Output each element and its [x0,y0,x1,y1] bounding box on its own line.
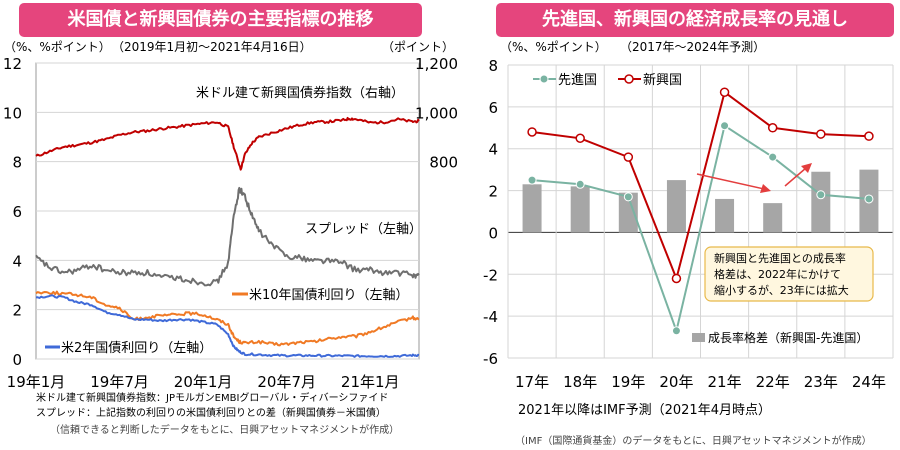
right-x-tick: 17年 [515,373,549,391]
left-x-tick: 19年1月 [7,373,66,391]
right-y-tick: -4 [483,308,498,326]
left-y-tick: 8 [12,154,22,172]
emerging-point [767,123,778,133]
left-y-tick: 2 [12,302,22,320]
right-y-tick: 4 [488,141,498,159]
gap-bar [618,192,638,233]
trend-arrow-down-head [760,184,771,193]
t10y-series-label: 米10年国債利回り（左軸） [249,288,409,303]
left-unit-label: （%、%ポイント） [4,40,111,54]
t10y-line [35,290,420,347]
left-y-tick: 6 [12,203,22,221]
index-line [35,116,420,171]
emerging-point [575,133,585,143]
gap-bar [666,180,686,233]
left-panel-header: 米国債と新興国債券の主要指標の推移 [19,3,422,37]
legend-gap-swatch [692,333,705,342]
emerging-point [623,152,634,162]
trend-arrows [696,163,812,193]
emerging-point [527,127,537,137]
callout-line-1: 新興国と先進国との成長率 [714,251,846,265]
right-source-note: （IMF（国際通貨基金）のデータをもとに、日興アセットマネジメントが作成） [515,434,872,447]
right-period-label: （2017年～2024年予測） [620,40,765,54]
t2y-line [35,294,420,358]
left-x-tick: 19年7月 [90,373,149,391]
gap-bar [763,203,783,233]
right-x-tick: 19年 [611,373,645,391]
right-x-tick: 21年 [708,373,742,391]
left-y-tick: 12 [3,55,22,73]
spread-series-label: スプレッド（左軸） [305,222,422,237]
advanced-point [527,175,537,185]
gap-bar [811,171,831,233]
index-series-label: 米ドル建て新興国債券指数（右軸） [196,85,404,101]
legend-gap-label: 成長率格差（新興国-先進国） [708,330,868,345]
right-unit-label: （%、%ポイント） [500,40,607,54]
left-y2-tick: 800 [429,154,458,172]
left-note-1: 米ドル建て新興国債券指数：JPモルガンEMBIグローバル・ディバーシファイド [36,391,388,404]
gap-bar [715,198,735,233]
left-x-tick: 21年1月 [341,373,400,391]
right-x-tick: 18年 [563,373,597,391]
emerging-point [816,129,826,139]
gap-bar [522,184,542,233]
emerging-line [531,90,869,282]
spread-line [35,186,420,287]
advanced-point [671,326,681,336]
trend-arrow-up [784,167,807,187]
right-y-tick: 0 [488,224,498,242]
callout-line-2: 格差は、2022年にかけて [714,267,841,281]
right-y-tick: -6 [483,350,498,368]
t2y-series-label: 米2年国債利回り（左軸） [61,341,212,356]
right-x-tick: 22年 [756,373,790,391]
trend-arrow-up-head [801,163,812,173]
right-x-tick: 20年 [659,373,693,391]
left-period-label: （2019年1月初～2021年4月16日） [112,40,312,54]
emerging-point [671,273,682,284]
right-y-tick: 6 [488,99,498,117]
right-y-tick: -2 [483,266,498,284]
right-panel-header: 先進国、新興国の経済成長率の見通し [496,3,894,37]
advanced-point [575,179,585,189]
left-y2-tick: 1,200 [415,55,458,73]
callout-box [704,246,874,302]
right-y-tick: 8 [488,57,498,75]
forecast-note: 2021年以降はIMF予測（2021年4月時点） [518,403,771,418]
legend-advanced: 先進国 [533,73,597,88]
left-note-2: スプレッド：上記指数の利回りの米国債利回りとの差（新興国債券－米国債） [36,406,386,419]
advanced-point [864,194,874,204]
left-source-note: （信頼できると判断したデータをもとに、日興アセットマネジメントが作成） [50,423,399,436]
left-x-tick: 20年7月 [257,373,316,391]
gap-bar [570,186,590,233]
emerging-point [719,87,730,97]
legend-emerging-label: 新興国 [643,72,682,88]
right-x-tick: 23年 [804,373,838,391]
callout-line-3: 縮小するが、23年には拡大 [714,283,849,297]
left-y2-tick: 1,000 [415,104,458,122]
emerging-point [864,131,874,141]
legend-advanced-label: 先進国 [558,73,597,88]
left-right-unit-label: （ポイント） [382,40,454,54]
advanced-point [768,152,778,162]
advanced-point [816,190,826,200]
left-y-tick: 4 [12,252,22,270]
legend-emerging: 新興国 [618,72,682,88]
advanced-line [532,124,869,335]
left-x-tick: 20年1月 [174,373,233,391]
left-y-tick: 10 [3,104,22,122]
advanced-point [623,192,633,202]
left-y-tick: 0 [12,351,22,369]
right-y-tick: 2 [488,183,498,201]
right-x-tick: 24年 [852,373,886,391]
trend-arrow-down [696,173,765,190]
advanced-point [720,121,730,131]
